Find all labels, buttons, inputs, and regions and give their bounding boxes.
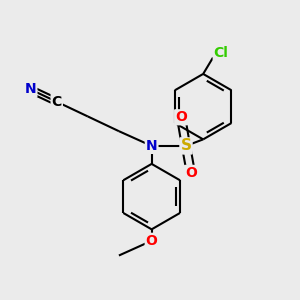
Text: S: S: [181, 138, 191, 153]
Text: N: N: [146, 139, 158, 153]
Text: O: O: [175, 110, 187, 124]
Text: O: O: [146, 234, 158, 248]
Text: C: C: [52, 95, 62, 109]
Text: Cl: Cl: [214, 46, 229, 60]
Text: O: O: [185, 166, 197, 180]
Text: N: N: [25, 82, 36, 97]
